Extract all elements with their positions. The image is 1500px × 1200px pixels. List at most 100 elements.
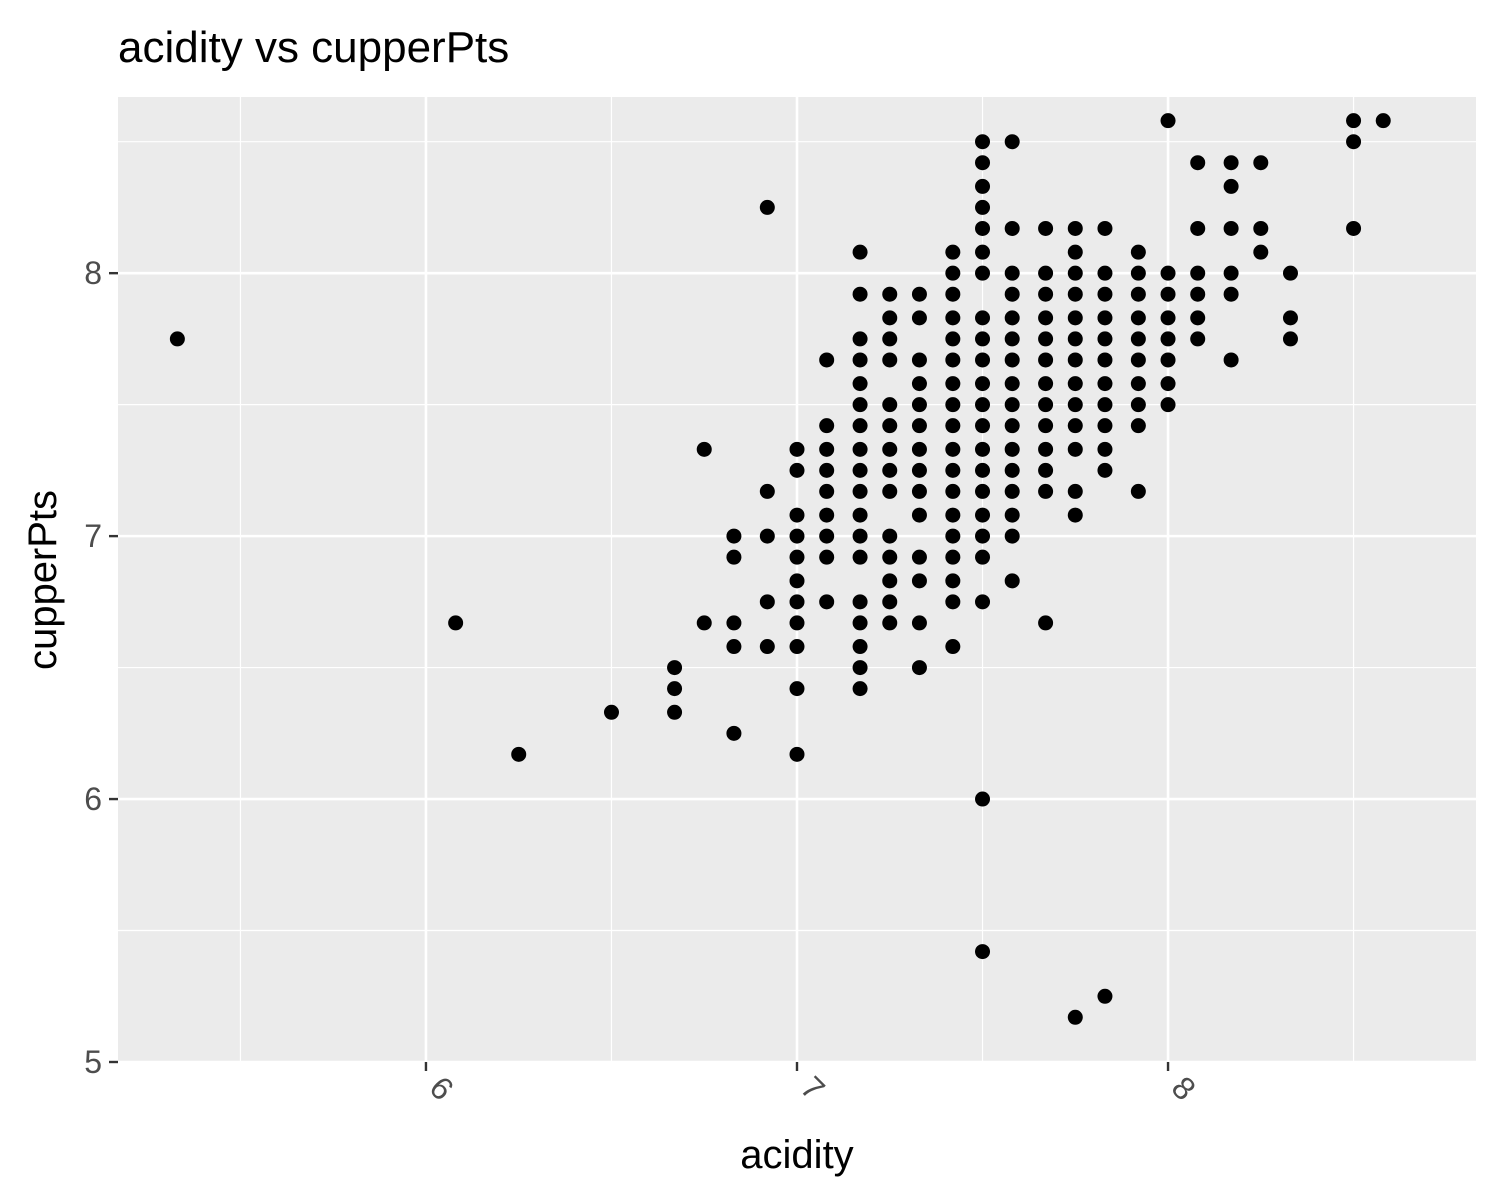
data-point: [1346, 134, 1362, 150]
data-point: [1190, 155, 1206, 171]
data-point: [1067, 507, 1083, 523]
data-point: [1190, 310, 1206, 326]
data-point: [945, 639, 961, 655]
data-point: [882, 549, 898, 565]
data-point: [1130, 286, 1146, 302]
data-point: [945, 286, 961, 302]
data-point: [1004, 418, 1020, 434]
data-point: [789, 615, 805, 631]
data-point: [1282, 265, 1298, 281]
data-point: [852, 483, 868, 499]
data-point: [945, 528, 961, 544]
data-point: [789, 594, 805, 610]
data-point: [1038, 265, 1054, 281]
data-point: [852, 681, 868, 697]
data-point: [1004, 352, 1020, 368]
data-point: [726, 615, 742, 631]
data-point: [1004, 220, 1020, 236]
data-point: [819, 462, 835, 478]
data-point: [1253, 244, 1269, 260]
data-point: [448, 615, 464, 631]
data-point: [1097, 286, 1113, 302]
data-point: [726, 549, 742, 565]
data-point: [1190, 220, 1206, 236]
data-point: [1038, 331, 1054, 347]
data-point: [975, 199, 991, 215]
data-point: [1130, 418, 1146, 434]
data-point: [975, 397, 991, 413]
data-point: [852, 594, 868, 610]
data-point: [1067, 331, 1083, 347]
data-point: [852, 462, 868, 478]
data-point: [975, 462, 991, 478]
data-point: [1160, 397, 1176, 413]
data-point: [1130, 376, 1146, 392]
y-tick-label: 7: [84, 518, 102, 554]
data-point: [1097, 441, 1113, 457]
y-tick-label: 6: [84, 781, 102, 817]
data-point: [945, 265, 961, 281]
data-point: [911, 615, 927, 631]
data-point: [911, 397, 927, 413]
data-point: [819, 352, 835, 368]
data-point: [1223, 155, 1239, 171]
data-point: [1223, 265, 1239, 281]
data-point: [1097, 265, 1113, 281]
data-point: [945, 462, 961, 478]
data-point: [975, 134, 991, 150]
data-point: [1160, 286, 1176, 302]
data-point: [882, 615, 898, 631]
data-point: [1375, 113, 1391, 129]
data-point: [945, 549, 961, 565]
data-point: [1038, 462, 1054, 478]
data-point: [975, 331, 991, 347]
data-point: [1097, 331, 1113, 347]
data-point: [911, 507, 927, 523]
data-point: [975, 549, 991, 565]
data-point: [1067, 483, 1083, 499]
data-point: [911, 352, 927, 368]
data-point: [975, 441, 991, 457]
data-point: [1067, 265, 1083, 281]
data-point: [975, 244, 991, 260]
data-point: [1067, 441, 1083, 457]
data-point: [1097, 220, 1113, 236]
data-point: [1004, 441, 1020, 457]
data-point: [852, 418, 868, 434]
data-point: [667, 681, 683, 697]
data-point: [1004, 331, 1020, 347]
data-point: [819, 483, 835, 499]
data-point: [1346, 220, 1362, 236]
data-point: [819, 594, 835, 610]
data-point: [882, 483, 898, 499]
data-point: [789, 746, 805, 762]
data-point: [911, 310, 927, 326]
data-point: [1160, 376, 1176, 392]
y-tick-label: 8: [84, 255, 102, 291]
data-point: [1190, 286, 1206, 302]
data-point: [1097, 988, 1113, 1004]
data-point: [1223, 286, 1239, 302]
data-point: [1067, 397, 1083, 413]
data-point: [1038, 220, 1054, 236]
data-point: [1130, 331, 1146, 347]
data-point: [852, 528, 868, 544]
data-point: [759, 594, 775, 610]
data-point: [1130, 483, 1146, 499]
data-point: [1097, 418, 1113, 434]
data-point: [1038, 441, 1054, 457]
data-point: [911, 418, 927, 434]
data-point: [1346, 113, 1362, 129]
data-point: [975, 178, 991, 194]
data-point: [882, 418, 898, 434]
x-tick-label: 6: [423, 1069, 461, 1107]
data-point: [1067, 310, 1083, 326]
data-point: [852, 441, 868, 457]
data-point: [945, 483, 961, 499]
data-point: [1067, 244, 1083, 260]
data-point: [1038, 615, 1054, 631]
data-point: [1190, 265, 1206, 281]
data-point: [1223, 352, 1239, 368]
data-point: [975, 418, 991, 434]
data-point: [819, 441, 835, 457]
